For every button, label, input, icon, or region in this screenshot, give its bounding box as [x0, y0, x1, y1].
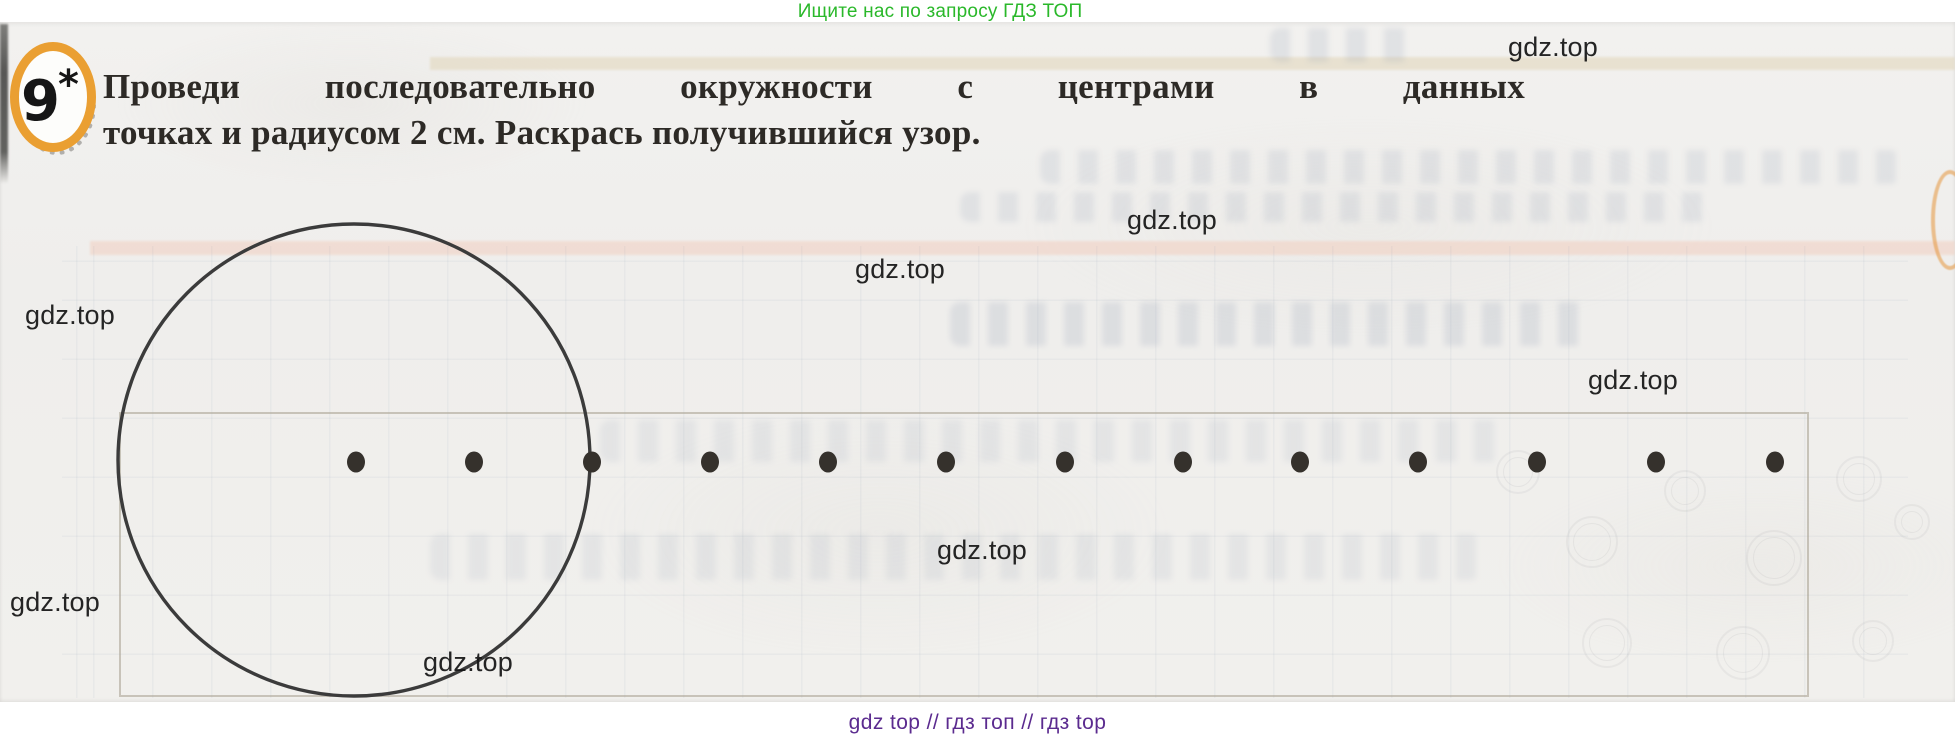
task-number-badge: 9* — [10, 42, 96, 155]
pattern-dot — [937, 451, 955, 473]
bleedthrough-handwriting-artifact — [1270, 28, 1420, 62]
watermark: gdz.top — [937, 535, 1027, 565]
notebook-grid — [62, 246, 1908, 698]
bottom-banner-text: gdz top // гдз топ // гдз top — [848, 711, 1107, 734]
coin-bleedthrough — [1894, 504, 1930, 540]
bleedthrough-text-artifact — [950, 302, 1590, 346]
watermark: gdz.top — [855, 254, 945, 284]
bleedthrough-text-artifact — [960, 192, 1720, 222]
task-instruction-line1: Проведи последовательно окружности с цен… — [103, 67, 1525, 106]
badge-ring: 9* — [10, 42, 96, 152]
bleedthrough-band — [430, 57, 1955, 70]
task-star: * — [58, 61, 79, 108]
task-instruction-line2: точках и радиусом 2 см. Раскрась получив… — [103, 113, 981, 152]
watermark: gdz.top — [1127, 205, 1217, 235]
coin-bleedthrough — [1746, 530, 1802, 586]
pattern-dot — [1528, 451, 1546, 473]
pattern-dot — [1647, 451, 1665, 473]
coin-bleedthrough — [1582, 618, 1632, 668]
bleedthrough-text-artifact — [600, 420, 1500, 462]
watermark: gdz.top — [423, 647, 513, 677]
coin-bleedthrough — [1852, 620, 1894, 662]
paper-background: 9* Проведи последовательно окружности с … — [0, 22, 1955, 702]
watermark: gdz.top — [1508, 32, 1598, 62]
bleedthrough-text-artifact — [430, 534, 1480, 580]
pattern-dot — [701, 451, 719, 473]
coin-bleedthrough — [1836, 456, 1882, 502]
bleedthrough-text-artifact — [1040, 150, 1900, 184]
coin-bleedthrough — [1664, 470, 1706, 512]
scan-edge-shadow — [0, 24, 8, 184]
pattern-dot — [1056, 451, 1074, 473]
task-instruction: Проведи последовательно окружности с цен… — [103, 64, 1525, 156]
watermark: gdz.top — [25, 300, 115, 330]
pattern-dot — [1409, 451, 1427, 473]
task-number: 9* — [21, 61, 79, 134]
top-banner-text: Ищите нас по запросу ГДЗ ТОП — [797, 1, 1083, 22]
pattern-dot — [347, 451, 365, 473]
bleedthrough-band — [90, 241, 1955, 255]
pattern-dot — [1766, 451, 1784, 473]
pattern-dot — [819, 451, 837, 473]
coin-bleedthrough — [1566, 516, 1618, 568]
coin-bleedthrough — [1716, 626, 1770, 680]
watermark: gdz.top — [1588, 365, 1678, 395]
pattern-dot — [465, 451, 483, 473]
pattern-dot — [583, 451, 601, 473]
pattern-dot — [1174, 451, 1192, 473]
pattern-dot — [1291, 451, 1309, 473]
watermark: gdz.top — [10, 587, 100, 617]
answer-grid-border — [119, 412, 1809, 697]
figure-svg — [116, 222, 1784, 698]
